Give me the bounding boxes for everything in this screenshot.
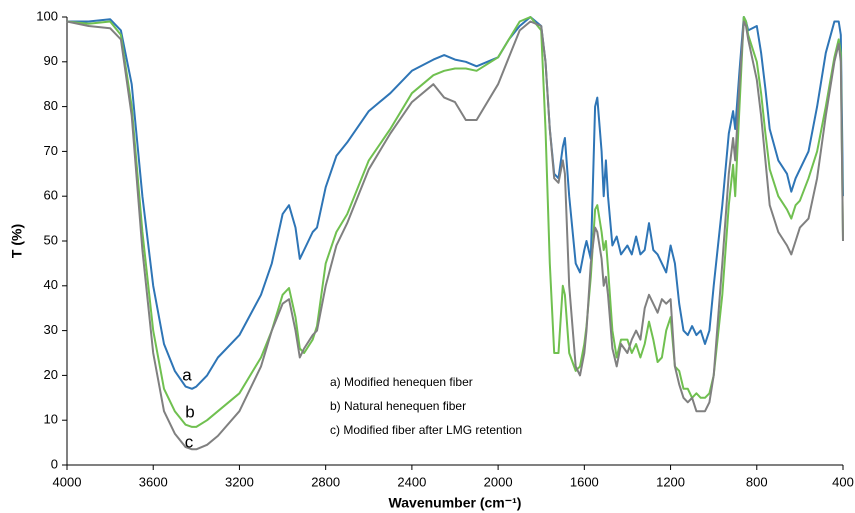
x-tick-label: 800 [746,474,768,489]
x-tick-label: 2800 [311,474,340,489]
y-tick-label: 40 [44,277,58,292]
series-line [66,16,844,428]
x-tick-label: 400 [832,474,854,489]
y-tick-label: 60 [44,188,58,203]
y-tick-label: 80 [44,98,58,113]
legend-text: b) Natural henequen fiber [330,399,466,413]
y-axis-title: T (%) [9,224,25,258]
y-tick-label: 10 [44,412,58,427]
y-tick-label: 0 [51,456,58,471]
x-tick-label: 1200 [656,474,685,489]
x-tick-label: 2400 [397,474,426,489]
x-tick-label: 4000 [53,474,82,489]
curve-label: c [185,432,194,451]
x-tick-label: 3600 [139,474,168,489]
y-tick-label: 30 [44,322,58,337]
y-tick-label: 100 [36,8,58,23]
legend-text: c) Modified fiber after LMG retention [330,423,522,437]
x-tick-label: 2000 [484,474,513,489]
y-tick-label: 50 [44,232,58,247]
x-tick-label: 3200 [225,474,254,489]
y-tick-label: 20 [44,367,58,382]
x-axis-title: Wavenumber (cm⁻¹) [389,495,522,511]
curve-label: b [185,402,194,421]
legend-text: a) Modified henequen fiber [330,375,473,389]
series-line [66,20,844,451]
curve-label: a [182,365,192,384]
y-tick-label: 90 [44,53,58,68]
x-tick-label: 1600 [570,474,599,489]
y-tick-label: 70 [44,143,58,158]
